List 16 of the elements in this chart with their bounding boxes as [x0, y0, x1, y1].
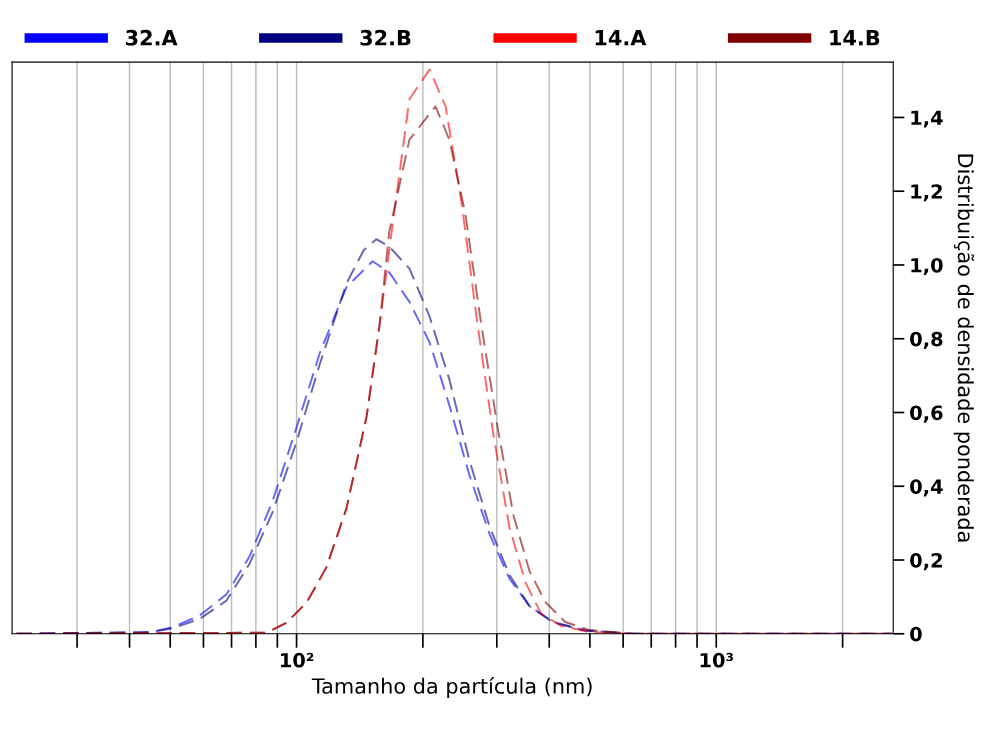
y-tick-label: 0,4 — [910, 479, 943, 497]
y-tick-label: 1,2 — [911, 184, 942, 202]
y-tick-label: 0,8 — [910, 331, 943, 349]
y-tick-label: 0,6 — [910, 405, 943, 423]
legend-label: 32.A — [125, 29, 178, 46]
y-tick-label: 1,0 — [911, 257, 943, 276]
x-tick-label: 10² — [280, 652, 314, 668]
y-axis-title: Distribuição de densidade ponderada — [953, 154, 975, 542]
x-tick-label: 10³ — [700, 652, 733, 668]
legend-label: 14.A — [595, 30, 647, 46]
x-axis-title: Tamanho da partícula (nm) — [311, 676, 592, 698]
legend-label: 14.B — [830, 30, 880, 46]
y-tick-label: 1,4 — [911, 110, 943, 128]
y-tick-label: 0,2 — [910, 552, 942, 571]
legend-label: 32.B — [360, 29, 411, 46]
y-tick-label: 0 — [910, 626, 922, 642]
